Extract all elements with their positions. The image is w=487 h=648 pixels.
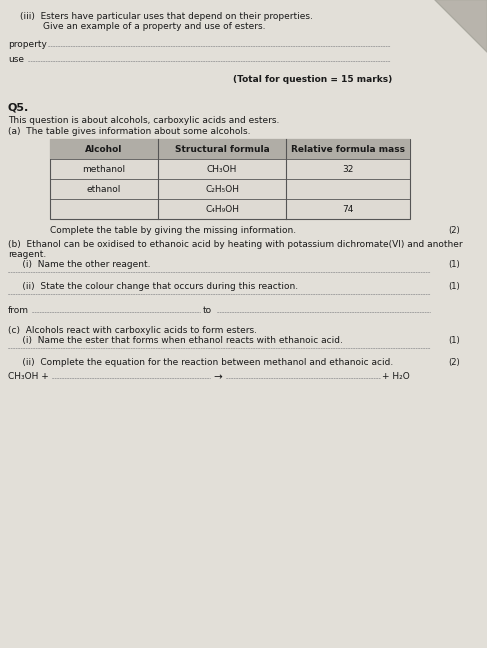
Text: property: property: [8, 40, 47, 49]
Text: →: →: [213, 372, 222, 382]
Text: C₄H₉OH: C₄H₉OH: [205, 205, 239, 213]
Text: This question is about alcohols, carboxylic acids and esters.: This question is about alcohols, carboxy…: [8, 116, 280, 125]
Bar: [50, 139, 410, 219]
Text: CH₃OH: CH₃OH: [207, 165, 237, 174]
Text: (2): (2): [448, 358, 460, 367]
Text: 32: 32: [342, 165, 354, 174]
Text: (i)  Name the ester that forms when ethanol reacts with ethanoic acid.: (i) Name the ester that forms when ethan…: [8, 336, 343, 345]
Text: CH₃OH +: CH₃OH +: [8, 372, 52, 381]
Text: reagent.: reagent.: [8, 250, 46, 259]
Text: Q5.: Q5.: [8, 103, 29, 113]
Text: methanol: methanol: [82, 165, 126, 174]
Text: (1): (1): [448, 282, 460, 291]
Text: Alcohol: Alcohol: [85, 145, 123, 154]
Text: (Total for question = 15 marks): (Total for question = 15 marks): [233, 75, 392, 84]
Text: (c)  Alcohols react with carboxylic acids to form esters.: (c) Alcohols react with carboxylic acids…: [8, 326, 257, 335]
Text: (2): (2): [448, 226, 460, 235]
Text: (b)  Ethanol can be oxidised to ethanoic acid by heating with potassium dichroma: (b) Ethanol can be oxidised to ethanoic …: [8, 240, 463, 249]
Bar: [50, 139, 410, 159]
Text: (1): (1): [448, 336, 460, 345]
Text: to: to: [203, 306, 212, 315]
Text: C₂H₅OH: C₂H₅OH: [205, 185, 239, 194]
Text: Give an example of a property and use of esters.: Give an example of a property and use of…: [20, 22, 265, 31]
Polygon shape: [435, 0, 487, 52]
Text: (1): (1): [448, 260, 460, 269]
Text: (ii)  Complete the equation for the reaction between methanol and ethanoic acid.: (ii) Complete the equation for the react…: [8, 358, 393, 367]
Text: Relative formula mass: Relative formula mass: [291, 145, 405, 154]
Text: (a)  The table gives information about some alcohols.: (a) The table gives information about so…: [8, 127, 250, 136]
Text: (ii)  State the colour change that occurs during this reaction.: (ii) State the colour change that occurs…: [8, 282, 298, 291]
Text: Structural formula: Structural formula: [175, 145, 269, 154]
Text: use: use: [8, 55, 24, 64]
Text: Complete the table by giving the missing information.: Complete the table by giving the missing…: [50, 226, 296, 235]
Text: (iii)  Esters have particular uses that depend on their properties.: (iii) Esters have particular uses that d…: [20, 12, 313, 21]
Text: + H₂O: + H₂O: [382, 372, 410, 381]
Text: (i)  Name the other reagent.: (i) Name the other reagent.: [8, 260, 150, 269]
Text: from: from: [8, 306, 29, 315]
Text: ethanol: ethanol: [87, 185, 121, 194]
Text: 74: 74: [342, 205, 354, 213]
